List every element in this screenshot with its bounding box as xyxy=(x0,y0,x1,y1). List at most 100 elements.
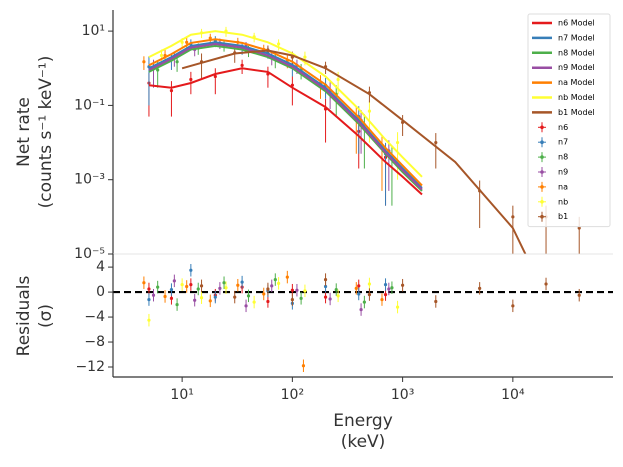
data-point xyxy=(169,296,174,300)
data-point xyxy=(224,286,228,290)
data-point xyxy=(147,297,151,302)
data-point xyxy=(359,307,363,312)
data-point xyxy=(156,68,160,72)
data-point xyxy=(199,284,204,288)
legend-label: n7 xyxy=(558,138,568,147)
model-line xyxy=(148,67,423,196)
y-tick-label: −4 xyxy=(84,309,105,325)
legend-label: n8 xyxy=(558,153,568,162)
data-point xyxy=(434,299,438,304)
data-point xyxy=(299,296,303,300)
data-point xyxy=(336,294,340,298)
data-point xyxy=(199,296,204,300)
data-point xyxy=(303,55,307,59)
data-point xyxy=(163,294,167,299)
data-point xyxy=(357,284,361,288)
y-tick-label: 10⁻⁵ xyxy=(74,246,105,262)
data-point xyxy=(290,288,294,292)
y-axis-label: Residuals xyxy=(14,276,34,357)
data-point xyxy=(218,286,222,290)
data-point xyxy=(189,282,193,287)
data-point xyxy=(336,77,340,82)
data-point xyxy=(577,293,581,297)
data-point xyxy=(285,275,289,279)
legend-label: n8 Model xyxy=(558,48,595,57)
data-point xyxy=(222,281,226,285)
data-point xyxy=(262,292,266,296)
data-point xyxy=(544,282,548,286)
model-line xyxy=(148,42,423,191)
y-tick-label: 10⁻³ xyxy=(74,172,105,188)
data-point xyxy=(240,280,244,284)
data-point xyxy=(323,277,328,282)
model-line xyxy=(148,44,423,192)
legend-label: nb Model xyxy=(558,93,595,102)
x-axis-label: (keV) xyxy=(341,432,386,452)
legend-label: b1 Model xyxy=(558,108,595,117)
x-tick-label: 10¹ xyxy=(170,387,193,403)
x-tick-label: 10² xyxy=(281,387,304,403)
y-tick-label: −8 xyxy=(84,334,105,350)
y-axis-label: Net rate xyxy=(14,97,34,167)
data-point xyxy=(395,305,400,309)
data-point xyxy=(511,304,515,308)
data-point xyxy=(273,277,277,282)
legend-box xyxy=(527,13,611,228)
data-point xyxy=(189,268,193,272)
data-point xyxy=(367,282,372,286)
data-point xyxy=(240,63,244,67)
legend-swatch xyxy=(540,185,544,189)
data-point xyxy=(246,294,251,298)
legend-label: n9 Model xyxy=(558,63,595,72)
data-point xyxy=(151,293,156,297)
data-point xyxy=(208,299,212,303)
data-point xyxy=(276,281,281,285)
data-point xyxy=(380,297,384,302)
data-point xyxy=(328,297,332,301)
data-point xyxy=(276,42,281,46)
data-point xyxy=(169,287,174,292)
data-point xyxy=(244,304,248,308)
data-point xyxy=(295,288,299,292)
data-point xyxy=(213,295,217,299)
legend-swatch xyxy=(540,155,544,159)
data-point xyxy=(390,286,394,290)
model-line xyxy=(181,49,527,254)
data-point xyxy=(266,299,270,304)
data-point xyxy=(383,292,388,297)
x-tick-label: 10⁴ xyxy=(501,387,525,403)
legend-label: na xyxy=(558,182,568,191)
data-point xyxy=(323,284,328,289)
legend-label: n7 Model xyxy=(558,33,595,42)
data-point xyxy=(334,287,338,292)
data-point xyxy=(213,74,217,79)
y-axis-label: (counts s⁻¹ keV⁻¹) xyxy=(36,56,56,209)
legend-label: b1 xyxy=(558,212,568,221)
data-point xyxy=(236,283,240,287)
data-point xyxy=(266,287,270,291)
y-tick-label: 10¹ xyxy=(82,23,105,39)
legend-swatch xyxy=(540,140,544,144)
data-point xyxy=(180,40,184,44)
data-point xyxy=(303,289,307,293)
data-point xyxy=(577,226,581,230)
x-tick-label: 10³ xyxy=(391,387,414,403)
model-line xyxy=(148,41,423,189)
data-point xyxy=(434,140,438,145)
legend-label: n6 Model xyxy=(558,19,595,28)
data-point xyxy=(142,60,146,64)
data-point xyxy=(395,140,400,145)
data-point xyxy=(147,287,151,291)
data-point xyxy=(357,292,361,296)
legend-swatch xyxy=(540,125,544,130)
data-point xyxy=(180,282,184,287)
data-point xyxy=(175,60,179,64)
data-point xyxy=(196,287,200,291)
data-point xyxy=(208,36,212,40)
data-point xyxy=(383,282,388,287)
legend-label: n6 xyxy=(558,123,568,132)
data-point xyxy=(252,300,256,304)
data-point xyxy=(511,215,515,219)
data-point xyxy=(270,284,274,288)
